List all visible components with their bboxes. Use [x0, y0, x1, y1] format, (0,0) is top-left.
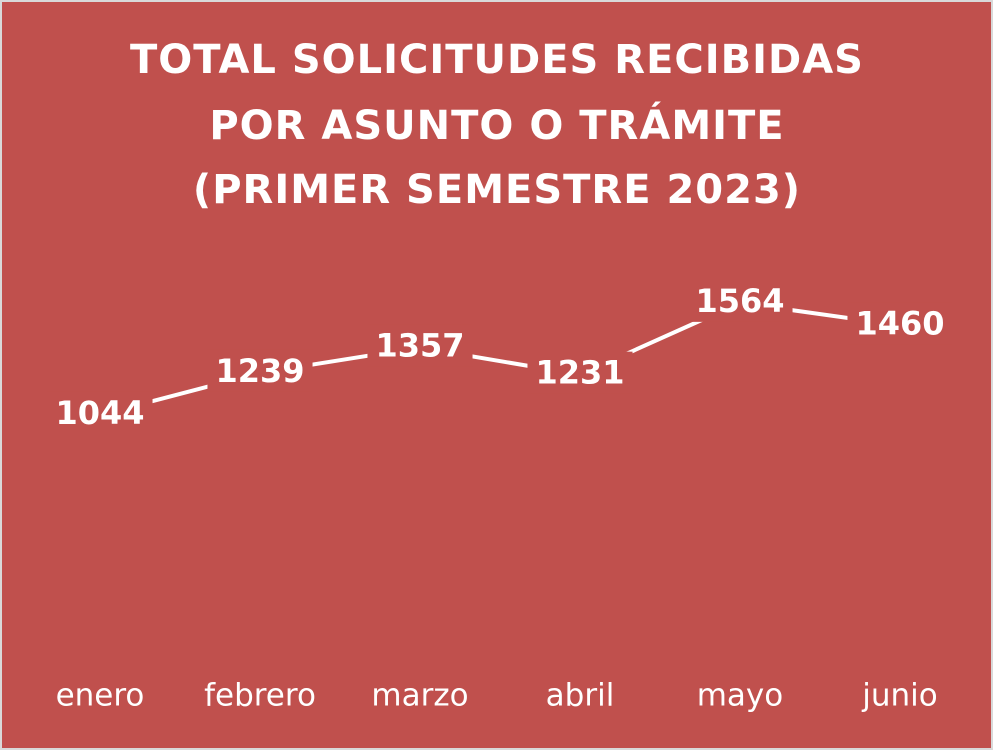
- label-background: [207, 349, 313, 392]
- x-tick-label: abril: [546, 678, 615, 714]
- x-tick-label: mayo: [697, 678, 784, 714]
- x-tick-label: febrero: [204, 678, 316, 714]
- x-tick-label: marzo: [371, 678, 468, 714]
- label-background: [367, 324, 473, 367]
- x-tick-label: enero: [56, 678, 145, 714]
- label-background: [527, 351, 633, 394]
- data-label: 1239: [215, 352, 304, 390]
- data-label: 1357: [375, 326, 464, 364]
- label-background: [847, 302, 953, 345]
- data-label: 1564: [695, 282, 784, 320]
- chart-title: TOTAL SOLICITUDES RECIBIDAS: [130, 37, 864, 83]
- chart-title: POR ASUNTO O TRÁMITE: [209, 101, 784, 149]
- data-label: 1231: [535, 354, 624, 392]
- data-label: 1460: [855, 304, 944, 342]
- label-background: [47, 391, 153, 434]
- x-tick-label: junio: [861, 678, 938, 714]
- label-background: [687, 279, 793, 322]
- data-label: 1044: [55, 394, 144, 432]
- chart-title: (PRIMER SEMESTRE 2023): [193, 167, 801, 213]
